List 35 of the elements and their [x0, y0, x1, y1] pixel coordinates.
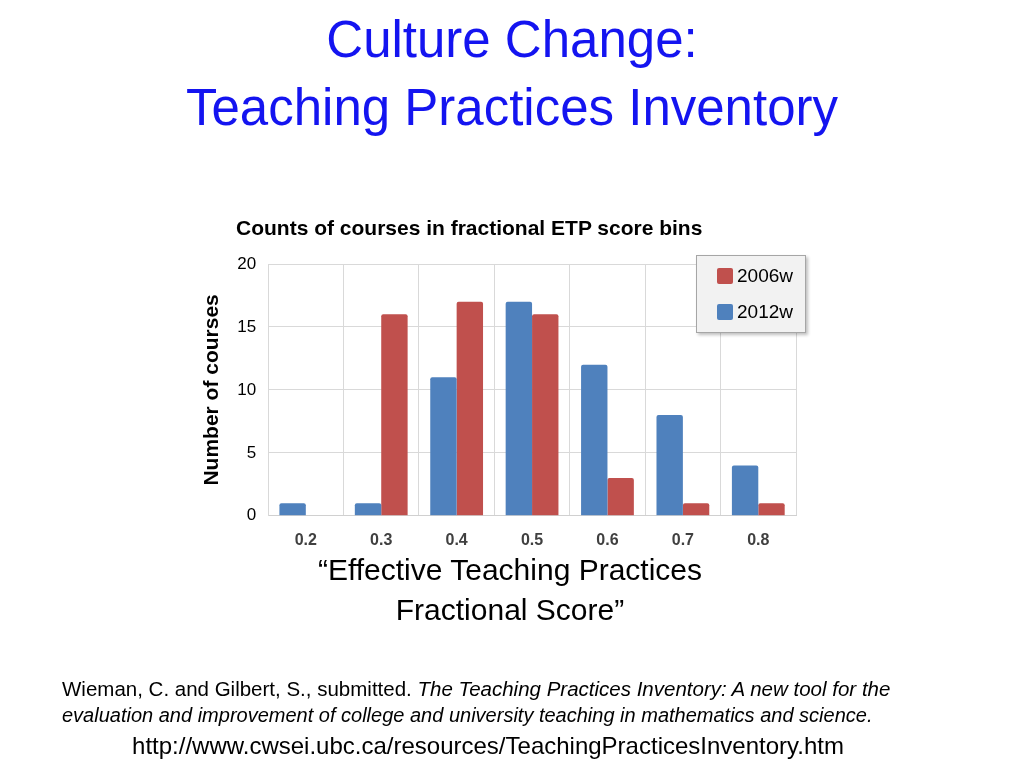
x-axis-title: “Effective Teaching Practices Fractional Score”: [316, 552, 704, 628]
x-tick-label: 0.6: [596, 530, 619, 548]
legend-label: 2012w: [737, 301, 793, 323]
x-tick-label: 0.3: [370, 530, 393, 548]
bar: [381, 314, 408, 516]
bar: [279, 503, 306, 516]
bar: [430, 377, 457, 516]
y-tick-label: 0: [246, 505, 257, 525]
text: evaluation and improvement of college and university teaching in mathematics and science.: [62, 703, 873, 728]
bar: [581, 364, 608, 516]
bar: [456, 301, 484, 516]
x-tick-label: 0.7: [671, 530, 695, 548]
bar: [682, 503, 710, 516]
x-tick-label: 0.5: [520, 530, 544, 548]
x-tick-label: 0.4: [445, 530, 468, 548]
chart-subtitle: Counts of courses in fractional ETP score bins: [236, 215, 703, 241]
text: Wieman, C. and Gilbert, S., submitted.: [62, 677, 412, 700]
x-tick-label: 0.8: [747, 530, 770, 548]
bar: [731, 465, 759, 516]
y-tick-label: 15: [237, 316, 257, 336]
bar: [656, 415, 683, 516]
y-tick-label: 5: [246, 442, 257, 462]
text: http://www.cwsei.ubc.ca/resources/TeachingPracticesInventory.htm: [131, 731, 845, 761]
y-tick-label: 20: [237, 253, 257, 273]
bar: [607, 478, 634, 516]
x-tick-label: 0.2: [294, 530, 318, 548]
chart-title: Culture Change: Teaching Practices Inventory: [185, 10, 839, 138]
bar: [532, 314, 559, 516]
y-tick-label: 10: [237, 379, 257, 399]
y-axis-title: Number of courses: [199, 294, 223, 486]
bar: [354, 503, 382, 516]
text: The Teaching Practices Inventory: A new tool for the: [417, 677, 891, 700]
bar: [758, 503, 785, 516]
legend-label: 2006w: [737, 265, 793, 287]
bar: [505, 301, 533, 516]
